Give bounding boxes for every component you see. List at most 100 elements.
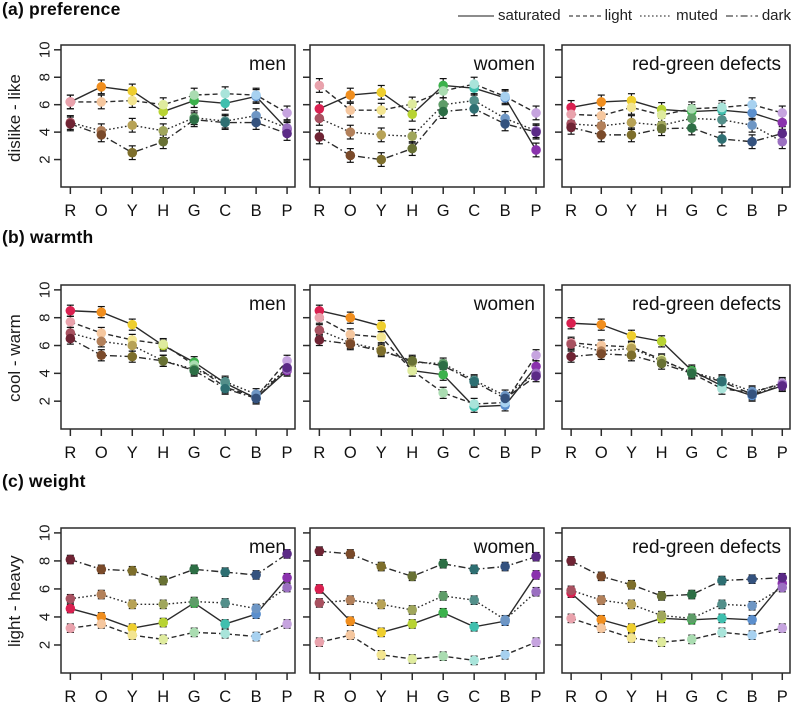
series-line-dark	[570, 126, 783, 143]
x-tick-label-H: H	[406, 444, 418, 462]
data-point-muted-G	[438, 591, 448, 601]
x-tick-label-B: B	[251, 202, 262, 220]
data-point-muted-Y	[127, 599, 138, 610]
data-point-light-H	[158, 99, 169, 110]
data-point-light-P	[777, 108, 788, 118]
data-point-light-G	[438, 388, 448, 398]
data-point-saturated-G	[438, 607, 448, 618]
y-tick-label: 8	[37, 314, 54, 322]
data-point-dark-C	[220, 383, 230, 394]
series-line-dark	[319, 108, 537, 161]
data-point-light-H	[158, 339, 169, 349]
data-point-saturated-O	[96, 82, 107, 92]
x-tick-label-B: B	[500, 444, 511, 462]
x-tick-label-C: C	[468, 688, 480, 706]
data-point-light-Y	[127, 630, 138, 640]
data-point-dark-P	[531, 551, 541, 562]
data-point-dark-Y	[127, 351, 138, 362]
panel-label-men: men	[249, 294, 286, 315]
x-tick-label-C: C	[219, 202, 231, 220]
data-point-light-P	[531, 108, 541, 118]
data-point-muted-P	[531, 586, 541, 597]
data-point-muted-Y	[127, 340, 138, 351]
x-tick-label-B: B	[500, 202, 511, 220]
data-point-light-H	[656, 110, 667, 120]
data-point-muted-H	[656, 610, 667, 621]
data-point-light-B	[747, 99, 757, 110]
data-point-light-O	[596, 110, 607, 121]
series-line-muted	[571, 117, 783, 143]
data-point-light-R	[314, 637, 325, 647]
series-line-dark	[571, 353, 783, 395]
data-point-dark-B	[251, 117, 261, 128]
x-tick-label-O: O	[95, 202, 108, 220]
data-point-muted-B	[747, 600, 757, 611]
data-point-muted-H	[158, 599, 169, 610]
x-tick-label-O: O	[595, 444, 608, 462]
data-point-saturated-G	[438, 369, 448, 380]
data-point-dark-R	[65, 554, 76, 565]
data-point-saturated-O	[596, 97, 607, 107]
plot-box	[561, 44, 791, 188]
data-point-dark-P	[531, 371, 541, 381]
data-point-saturated-O	[345, 90, 356, 100]
data-point-light-O	[345, 105, 356, 115]
data-point-dark-H	[656, 358, 667, 369]
x-tick-label-B: B	[500, 688, 511, 706]
series-line-muted	[570, 586, 783, 620]
y-tick-label: 8	[37, 73, 54, 81]
legend-label-light: light	[604, 7, 633, 24]
x-tick-label-H: H	[406, 202, 418, 220]
plot-box	[60, 44, 296, 188]
data-point-saturated-O	[96, 307, 107, 317]
series-line-saturated	[319, 310, 537, 408]
panel-label-men: men	[249, 537, 286, 558]
series-line-light	[318, 83, 537, 114]
series-line-light	[570, 617, 783, 643]
data-point-light-H	[158, 634, 169, 645]
data-point-saturated-P	[531, 145, 541, 155]
plot-box	[309, 284, 545, 430]
data-point-dark-B	[747, 389, 757, 400]
x-tick-label-C: C	[468, 444, 480, 462]
data-point-light-G	[438, 651, 448, 661]
data-point-light-G	[189, 90, 199, 100]
y-tick-label: 2	[37, 155, 54, 163]
data-point-dark-C	[220, 117, 230, 128]
data-point-muted-R	[65, 593, 76, 604]
y-tick-label: 10	[37, 282, 54, 299]
data-point-dark-O	[345, 339, 356, 349]
data-point-dark-C	[717, 134, 727, 144]
x-tick-label-C: C	[716, 202, 728, 220]
series-line-saturated	[571, 322, 783, 397]
x-tick-label-Y: Y	[376, 202, 387, 220]
data-point-muted-R	[566, 339, 576, 349]
data-point-muted-G	[438, 99, 448, 110]
x-tick-label-R: R	[565, 444, 577, 462]
data-point-dark-C	[469, 376, 479, 387]
data-point-light-G	[686, 634, 697, 645]
data-point-light-O	[345, 630, 356, 640]
data-point-light-Y	[376, 649, 387, 660]
data-point-dark-R	[566, 351, 576, 362]
data-point-muted-Y	[626, 117, 637, 128]
data-point-dark-R	[314, 132, 325, 142]
data-point-dark-G	[189, 114, 199, 125]
data-point-dark-P	[777, 128, 788, 139]
data-point-muted-R	[314, 598, 325, 608]
x-tick-label-R: R	[565, 202, 577, 220]
data-point-light-H	[656, 637, 667, 647]
data-point-saturated-Y	[626, 95, 637, 106]
row-title-warmth: (b) warmth	[2, 227, 94, 247]
data-point-saturated-Y	[376, 321, 387, 331]
data-point-saturated-O	[96, 612, 107, 622]
data-point-saturated-C	[469, 621, 479, 632]
plot-box	[561, 284, 791, 430]
